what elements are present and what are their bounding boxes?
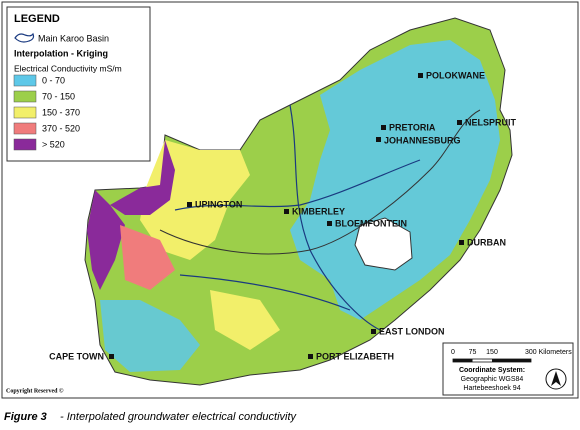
city-marker <box>418 73 423 78</box>
caption-text: - Interpolated groundwater electrical co… <box>60 411 298 423</box>
north-arrow <box>551 371 561 386</box>
city-marker <box>376 137 381 142</box>
city-label: KIMBERLEY <box>292 206 345 216</box>
city-marker <box>187 202 192 207</box>
legend-subtitle: Electrical Conductivity mS/m <box>14 63 122 73</box>
city-label: JOHANNESBURG <box>384 135 461 145</box>
legend-label: 70 - 150 <box>42 91 75 101</box>
legend-label: 150 - 370 <box>42 107 80 117</box>
legend-subtitle: Interpolation - Kriging <box>14 48 108 58</box>
scale-label: 75 <box>469 349 477 356</box>
high-ec-zone <box>120 225 175 290</box>
city-marker <box>371 329 376 334</box>
city-label: UPINGTON <box>195 199 242 209</box>
city-label: PRETORIA <box>389 122 436 132</box>
legend: LEGEND Main Karoo Basin Interpolation - … <box>6 6 151 162</box>
legend-swatch <box>13 74 37 87</box>
city-label: POLOKWANE <box>426 70 485 80</box>
low-ec-zone <box>290 40 500 320</box>
legend-label: 0 - 70 <box>42 75 65 85</box>
basin-symbol <box>14 32 35 43</box>
city-label: DURBAN <box>467 237 506 247</box>
low-ec-zone <box>100 300 200 372</box>
legend-title: LEGEND <box>14 13 60 25</box>
legend-label: > 520 <box>42 139 65 149</box>
city-label: CAPE TOWN <box>49 351 104 361</box>
coord-line: Hartebeeshoek 94 <box>463 385 520 392</box>
scale-label: 150 <box>486 349 498 356</box>
caption-figure: Figure 3 <box>4 411 47 423</box>
city-label: EAST LONDON <box>379 326 445 336</box>
city-label: NELSPRUIT <box>465 117 517 127</box>
mid-ec-zone <box>210 290 280 350</box>
city-marker <box>109 354 114 359</box>
scale-bar <box>492 359 531 362</box>
coord-line: Geographic WGS84 <box>461 376 524 383</box>
coord-title: Coordinate System: <box>459 367 525 374</box>
lesotho <box>354 217 413 271</box>
basin-boundary <box>159 109 481 255</box>
city-marker <box>327 221 332 226</box>
scale-box: 0 75 150 300 Kilometers Coordinate Syste… <box>442 342 574 396</box>
legend-label: 370 - 520 <box>42 123 80 133</box>
high-ec-zone <box>87 190 125 290</box>
legend-swatch <box>13 106 37 119</box>
city-marker <box>381 125 386 130</box>
legend-swatch <box>13 122 37 135</box>
city-marker <box>284 209 289 214</box>
scale-bar <box>453 359 473 362</box>
high-ec-zone <box>110 140 175 215</box>
scale-label: 0 <box>451 349 455 356</box>
copyright: Copyright Reserved © <box>6 387 64 394</box>
country <box>84 17 513 386</box>
city-marker <box>459 240 464 245</box>
cities: POLOKWANE PRETORIA JOHANNESBURG NELSPRUI… <box>49 70 516 361</box>
legend-swatch <box>13 138 37 151</box>
city-label: BLOEMFONTEIN <box>335 218 407 228</box>
legend-swatch <box>13 90 37 103</box>
city-label: PORT ELIZABETH <box>316 351 394 361</box>
scale-label: 300 Kilometers <box>525 349 572 356</box>
city-marker <box>457 120 462 125</box>
city-marker <box>308 354 313 359</box>
legend-item: Main Karoo Basin <box>38 33 109 43</box>
